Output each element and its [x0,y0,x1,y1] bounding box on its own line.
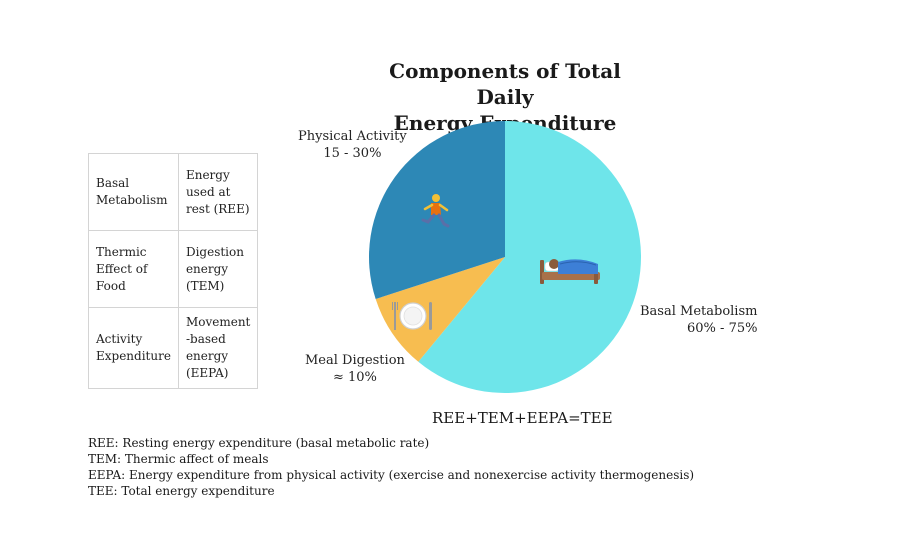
chart-title-line: Components of Total Daily [389,59,621,109]
pie-slice-meal-digestion [375,257,505,362]
meaning-line: used at [185,184,231,199]
pie-slice-basal-metabolism [418,121,641,393]
term-cell: Thermic Effect of Food [88,230,179,308]
slice-range: 60% - 75% [687,321,758,336]
label-basal-metabolism: Basal Metabolism 60% - 75% [640,303,757,337]
table-row: Thermic Effect of Food Digestion energy … [88,230,259,308]
table-row: Activity Expenditure Movement -based ene… [88,307,259,389]
meaning-line: energy [185,261,229,276]
term-line: Basal [96,176,130,190]
label-physical-activity: Physical Activity 15 - 30% [298,128,407,162]
meaning-line: rest (REE) [185,201,250,216]
term-line: Thermic [96,244,147,259]
glossary-item: TEM: Thermic affect of meals [88,452,269,466]
label-meal-digestion: Meal Digestion ≈ 10% [305,352,405,386]
slice-range: ≈ 10% [332,370,377,385]
term-line: Effect of [96,261,148,276]
term-cell: Activity Expenditure [88,307,179,389]
slice-name: Basal Metabolism [640,304,758,319]
plate-with-cutlery-icon [392,302,432,330]
meaning-cell: Digestion energy (TEM) [177,230,259,308]
glossary-item: EEPA: Energy expenditure from physical a… [88,468,695,482]
sleeping-in-bed-icon [540,259,600,284]
term-line: Metabolism [96,193,168,207]
chart-title: Components of Total Daily Energy Expendi… [360,58,650,136]
meaning-line: Movement [185,315,251,329]
meaning-line: (TEM) [185,278,225,293]
term-line: Food [96,278,126,293]
term-line: Activity [96,332,143,346]
slice-name: Meal Digestion [305,353,405,368]
definitions-table: Basal Metabolism Energy used at rest (RE… [88,153,259,389]
equation: REE+TEM+EEPA=TEE [432,409,613,427]
glossary: REE: Resting energy expenditure (basal m… [88,435,694,499]
glossary-item: TEE: Total energy expenditure [88,484,275,498]
table-row: Basal Metabolism Energy used at rest (RE… [88,153,259,231]
meaning-line: (EEPA) [185,366,229,380]
runner-icon [421,194,450,228]
slice-name: Physical Activity [298,129,407,144]
term-line: Expenditure [96,349,171,363]
slice-range: 15 - 30% [323,146,382,161]
glossary-item: REE: Resting energy expenditure (basal m… [88,436,430,450]
meaning-cell: Movement -based energy (EEPA) [177,307,259,389]
term-cell: Basal Metabolism [88,153,179,231]
meaning-line: energy [185,349,229,363]
meaning-line: -based [185,332,226,346]
meaning-line: Energy [185,167,230,182]
meaning-line: Digestion [185,244,244,259]
